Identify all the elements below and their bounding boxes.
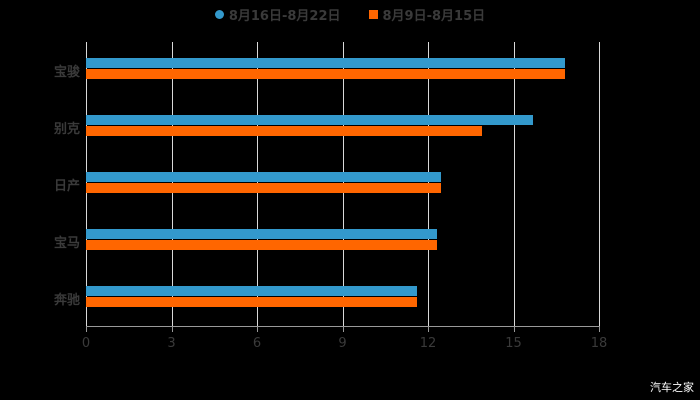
bar[interactable] — [86, 58, 565, 69]
gridline — [513, 42, 515, 326]
bar[interactable] — [86, 115, 534, 126]
legend-label: 8月9日-8月15日 — [382, 9, 486, 24]
x-tick-label: 15 — [505, 336, 522, 351]
x-tick — [171, 326, 173, 332]
x-tick — [599, 326, 600, 332]
bar[interactable] — [86, 172, 441, 182]
bar[interactable] — [86, 69, 565, 80]
category-label: 宝马 — [53, 235, 80, 251]
legend-dot-icon — [214, 10, 224, 19]
category-label: 日产 — [53, 179, 80, 194]
bar[interactable] — [86, 285, 417, 296]
x-tick-label: 12 — [419, 336, 437, 351]
legend-square-icon — [368, 10, 378, 19]
category-label: 奔驰 — [53, 292, 80, 308]
legend-label: 8月16日-8月22日 — [228, 9, 341, 24]
category-label: 别克 — [53, 122, 80, 138]
bar[interactable] — [86, 228, 437, 239]
x-tick — [86, 326, 87, 332]
bar[interactable] — [86, 239, 437, 250]
legend-item-series1[interactable]: 8月16日-8月22日 — [214, 5, 341, 24]
x-tick-label: 3 — [167, 336, 176, 351]
plot-area — [86, 42, 600, 326]
x-tick-label: 6 — [252, 336, 262, 351]
bar[interactable] — [86, 183, 441, 193]
gridline — [599, 42, 600, 326]
legend: 8月16日-8月22日 8月9日-8月15日 — [0, 5, 700, 24]
x-tick — [513, 326, 515, 332]
bar[interactable] — [86, 296, 417, 307]
x-tick-label: 0 — [81, 336, 91, 351]
x-tick — [342, 326, 344, 332]
watermark: 汽车之家 — [650, 381, 694, 394]
x-tick-label: 18 — [590, 336, 608, 351]
bar[interactable] — [86, 126, 483, 137]
x-tick — [257, 326, 258, 332]
x-tick-label: 9 — [338, 336, 347, 351]
legend-item-series2[interactable]: 8月9日-8月15日 — [368, 5, 486, 24]
category-label: 宝骏 — [53, 65, 80, 81]
x-tick — [428, 326, 429, 332]
